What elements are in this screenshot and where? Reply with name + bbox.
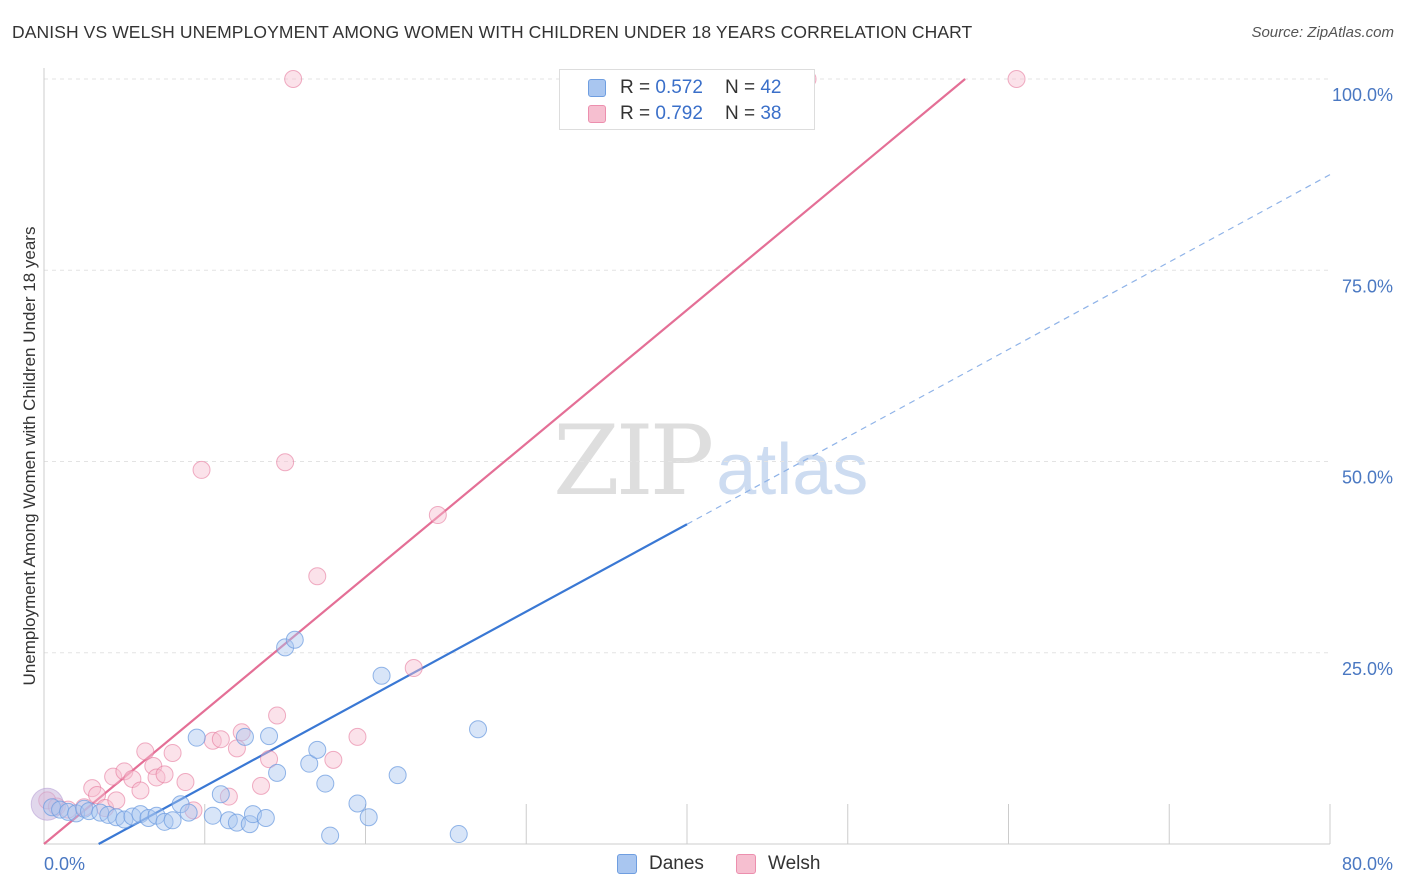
x-tick-label: 0.0% <box>44 854 85 874</box>
danes-point <box>227 813 246 832</box>
danes-point <box>240 815 259 834</box>
welsh-point <box>211 730 230 749</box>
legend-row-welsh: R = 0.792 N = 38 <box>588 102 781 126</box>
welsh-point <box>348 727 367 746</box>
welsh-point <box>88 786 107 805</box>
danes-point <box>449 825 468 844</box>
danes-point <box>203 806 222 825</box>
danes-point <box>80 802 99 821</box>
danes-point <box>359 808 378 827</box>
watermark: ZIPatlas <box>553 405 868 517</box>
welsh-point <box>276 453 295 472</box>
danes-point <box>163 811 182 830</box>
danes-trend-line <box>98 523 688 845</box>
danes-point <box>308 740 327 759</box>
welsh-swatch <box>588 105 606 123</box>
tick-labels: 25.0% 50.0% 75.0% 100.0% 0.0% 80.0% <box>44 85 1393 874</box>
welsh-point <box>131 781 150 800</box>
danes-point <box>268 763 287 782</box>
chart-title: DANISH VS WELSH UNEMPLOYMENT AMONG WOMEN… <box>12 22 973 42</box>
welsh-points <box>30 70 1026 821</box>
origin-cluster-point <box>30 787 64 821</box>
welsh-point <box>268 706 287 725</box>
danes-legend-label: Danes <box>649 853 704 874</box>
source-credit: Source: ZipAtlas.com <box>1251 24 1394 41</box>
welsh-r-value: 0.792 <box>655 103 703 124</box>
danes-trend-group <box>98 174 1331 845</box>
danes-point <box>235 727 254 746</box>
danes-points <box>43 70 613 845</box>
welsh-point <box>176 773 195 792</box>
welsh-point <box>192 460 211 479</box>
danes-r-value: 0.572 <box>655 77 703 98</box>
danes-point <box>300 754 319 773</box>
welsh-point <box>428 506 447 525</box>
danes-trend-extension <box>686 174 1331 525</box>
watermark-atlas: atlas <box>716 430 869 510</box>
bottom-legend-danes[interactable]: Danes <box>617 852 704 876</box>
danes-point <box>321 826 340 845</box>
danes-n-value: 42 <box>760 77 782 98</box>
danes-point <box>179 803 198 822</box>
welsh-n-value: 38 <box>760 103 782 124</box>
danes-n-label: N = <box>724 77 756 98</box>
y-tick-label: 50.0% <box>1342 468 1393 488</box>
welsh-point <box>163 743 182 762</box>
welsh-legend-label: Welsh <box>768 853 821 874</box>
legend-row-danes: R = 0.572 N = 42 <box>588 76 781 100</box>
welsh-point <box>136 742 155 761</box>
danes-point <box>256 808 275 827</box>
axes <box>43 68 1330 845</box>
y-tick-label: 100.0% <box>1332 85 1393 105</box>
welsh-point <box>252 776 271 795</box>
welsh-r-label: R = <box>620 103 651 124</box>
welsh-point <box>404 659 423 678</box>
danes-point <box>372 666 391 685</box>
danes-point <box>211 785 230 804</box>
welsh-point <box>324 750 343 769</box>
danes-point <box>276 638 295 657</box>
danes-point <box>260 727 279 746</box>
y-tick-label: 25.0% <box>1342 659 1393 679</box>
danes-point <box>316 774 335 793</box>
y-tick-label: 75.0% <box>1342 276 1393 296</box>
danes-point <box>388 766 407 785</box>
danes-r-label: R = <box>620 77 651 98</box>
welsh-trend-group <box>43 78 966 845</box>
welsh-point <box>1007 70 1026 88</box>
y-axis-label: Unemployment Among Women with Children U… <box>20 226 39 686</box>
x-tick-label: 80.0% <box>1342 854 1393 874</box>
welsh-point <box>155 765 174 784</box>
bottom-legend-welsh[interactable]: Welsh <box>736 852 820 876</box>
danes-point <box>285 630 304 649</box>
welsh-trend-line <box>43 78 966 845</box>
danes-point <box>187 728 206 747</box>
welsh-point <box>104 767 123 786</box>
welsh-point <box>308 567 327 586</box>
danes-swatch <box>588 79 606 97</box>
danes-point <box>469 720 488 739</box>
welsh-point <box>284 70 303 88</box>
welsh-n-label: N = <box>724 103 756 124</box>
correlation-legend: R = 0.572 N = 42 R = 0.792 N = 38 <box>559 69 815 130</box>
danes-legend-swatch <box>617 854 637 874</box>
welsh-point <box>260 750 279 769</box>
welsh-legend-swatch <box>736 854 756 874</box>
danes-point <box>348 794 367 813</box>
